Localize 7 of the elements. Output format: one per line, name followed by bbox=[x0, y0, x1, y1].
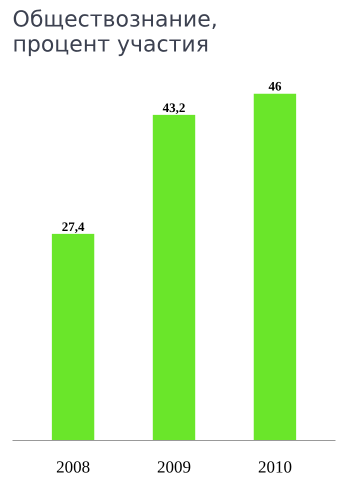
chart-title: Обществознание, процент участия bbox=[12, 8, 218, 58]
x-tick-label: 2008 bbox=[56, 458, 90, 476]
data-label: 27,4 bbox=[62, 218, 85, 234]
data-label: 46 bbox=[268, 78, 282, 94]
data-label: 43,2 bbox=[162, 100, 186, 115]
x-tick-label: 2009 bbox=[157, 458, 191, 476]
x-tick-label: 2010 bbox=[258, 458, 292, 476]
